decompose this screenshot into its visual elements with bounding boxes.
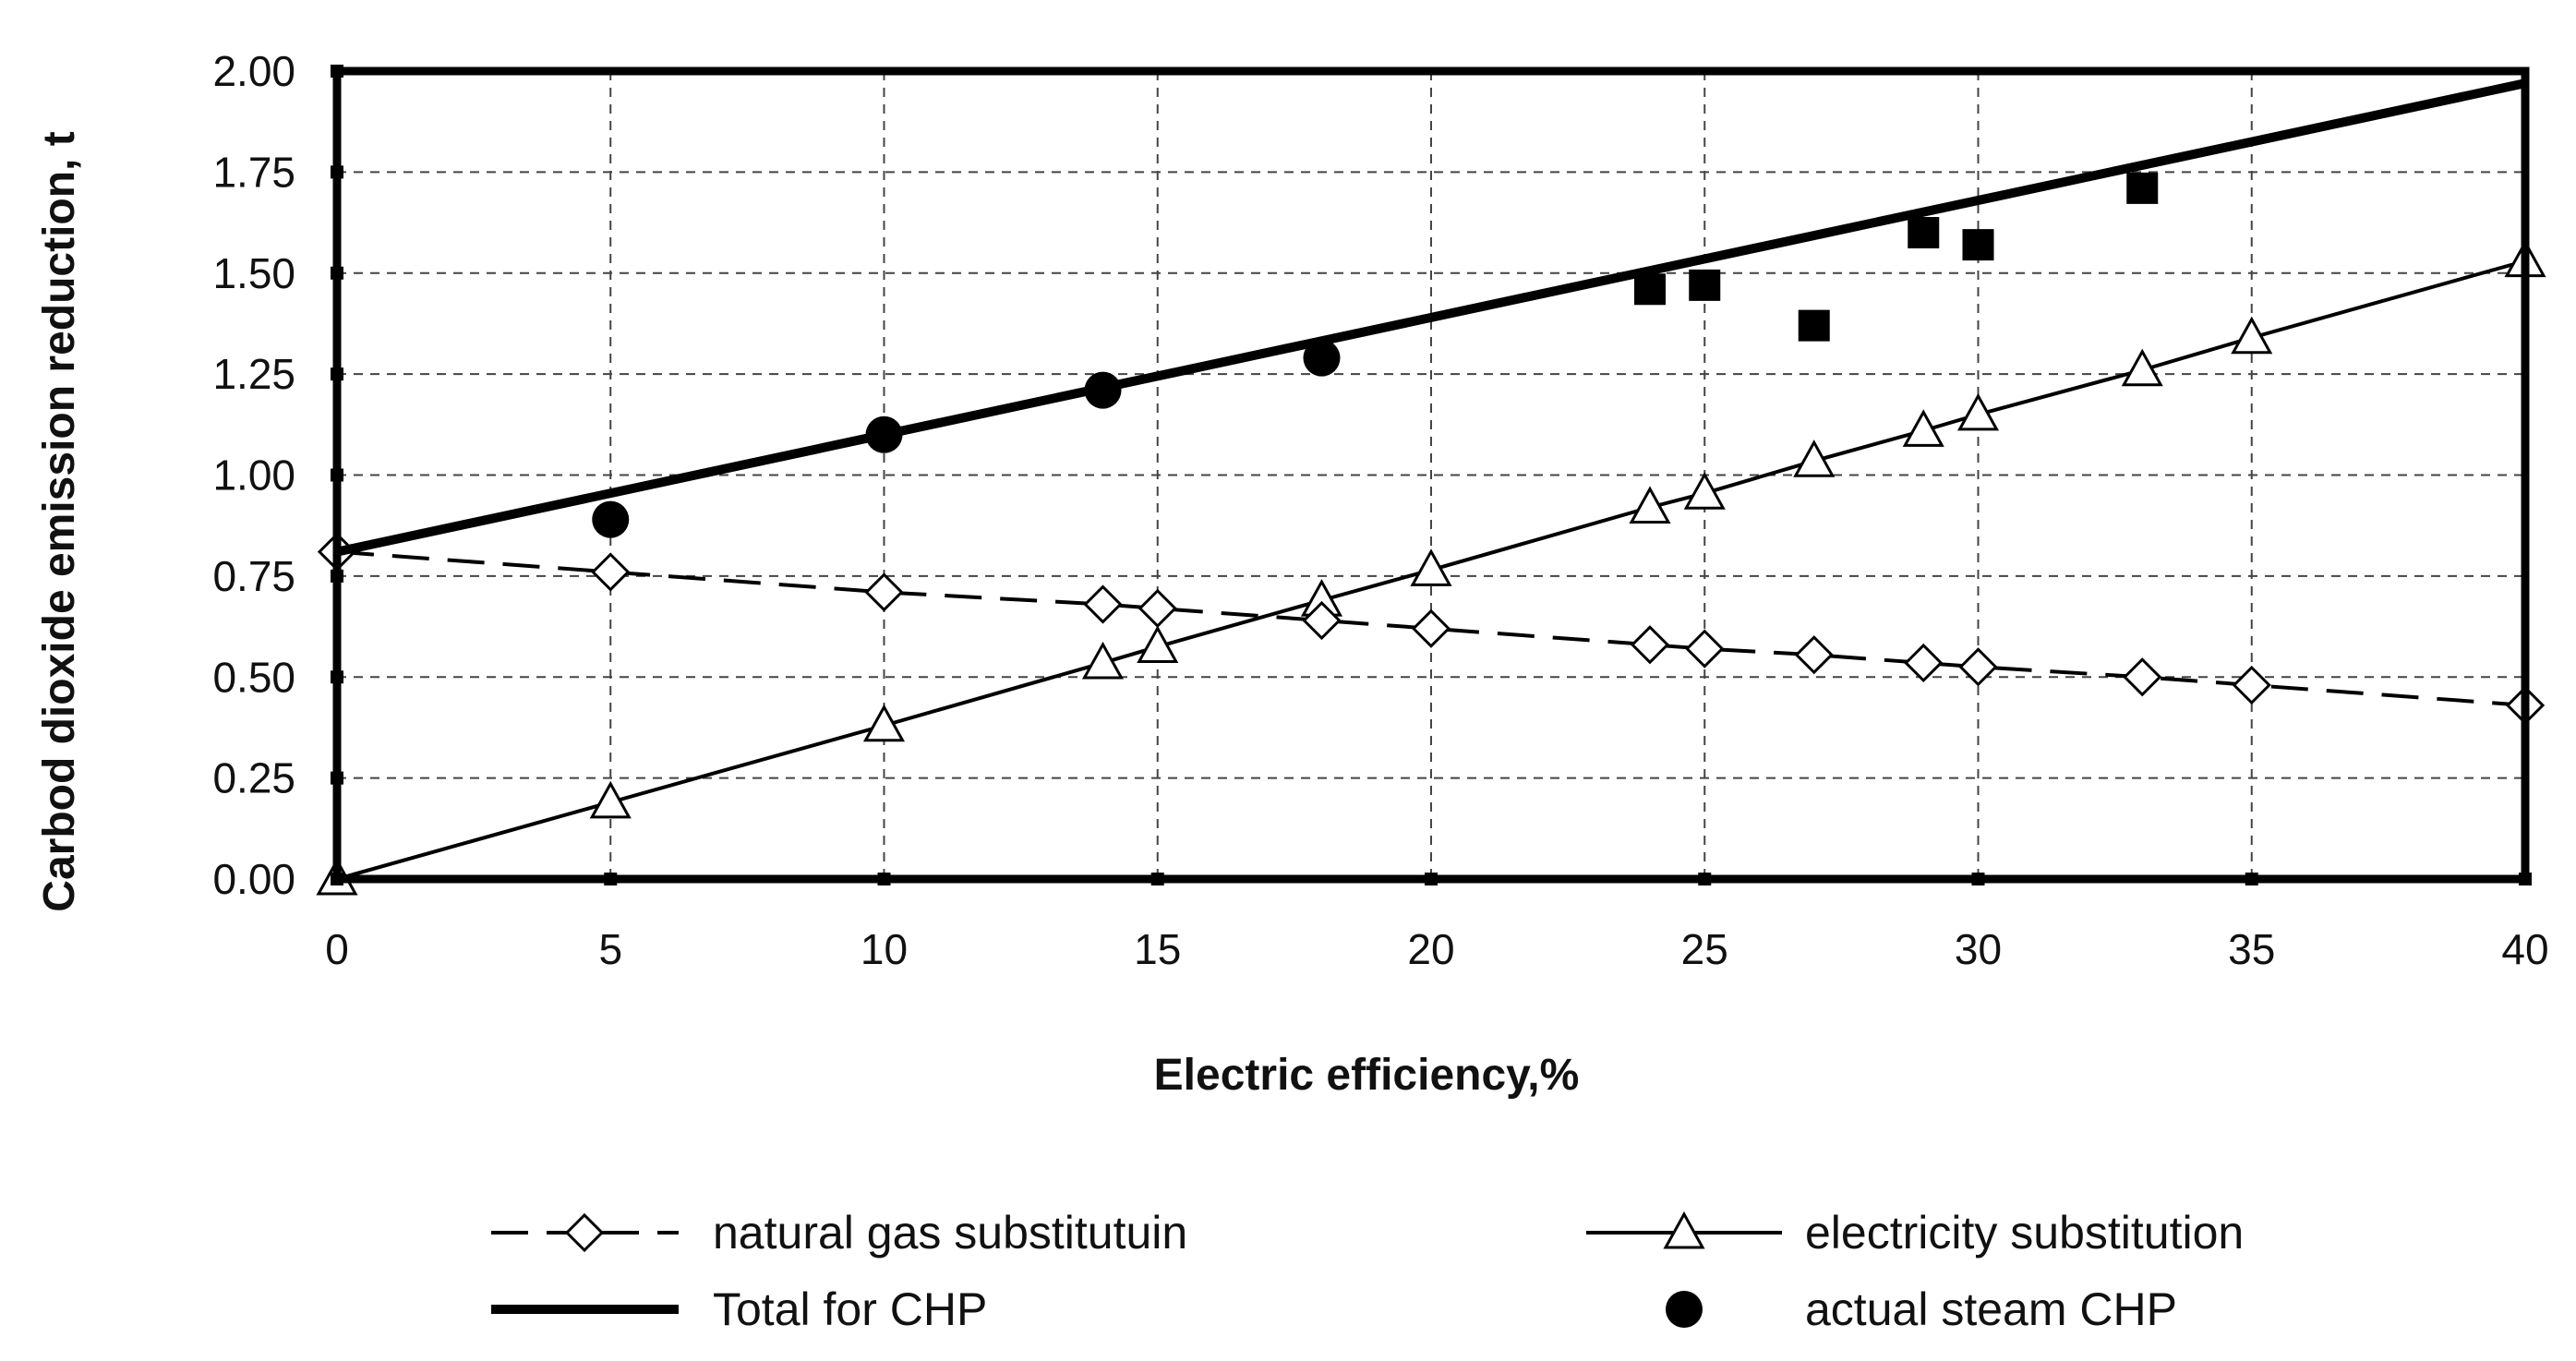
filled-square-point: [1634, 273, 1666, 306]
x-tick-mark: [2519, 873, 2532, 885]
actual-steam-chp-point: [1303, 339, 1341, 377]
series-layer: [316, 78, 2546, 896]
natural-gas-substitution-point: [1083, 584, 1123, 624]
natural-gas-substitution-point: [2123, 657, 2162, 697]
electricity-substitution-point: [1956, 392, 2000, 431]
y-tick-label: 1.25: [212, 350, 295, 398]
y-tick-mark: [331, 670, 343, 684]
x-tick-label: 0: [325, 925, 349, 973]
series-actual-steam-chp: [592, 339, 1341, 538]
y-tick-mark: [331, 266, 343, 280]
series-electricity-substitution: [316, 239, 2546, 896]
y-tick-label: 0.25: [212, 754, 295, 802]
actual-steam-chp-point: [1084, 371, 1122, 409]
legend-label: natural gas substitutuin: [713, 1207, 1187, 1259]
y-tick-label: 0.50: [212, 653, 295, 701]
natural-gas-substitution-point: [1138, 588, 1177, 628]
natural-gas-substitution-point: [1685, 629, 1725, 668]
x-tick-label: 15: [1134, 925, 1181, 973]
y-axis-title: Carbod dioxide emission reduction, t: [35, 131, 84, 911]
legend-label: electricity substitution: [1805, 1207, 2244, 1259]
legend-key-natural-gas-marker: [564, 1212, 605, 1253]
filled-square-point: [1798, 309, 1830, 342]
natural-gas-substitution-point: [1630, 625, 1670, 665]
series-total-for-chp: [335, 78, 2527, 557]
y-tick-mark: [331, 771, 343, 785]
legend: natural gas substitutuin electricity subs…: [491, 1207, 2244, 1335]
tick-layer: 0 5 10 15 20 25 30 35 40 0.00 0.25 0.50 0.75 1.00 1.25…: [212, 47, 2548, 973]
y-tick-label: 1.00: [212, 452, 295, 500]
natural-gas-substitution-point: [1958, 647, 1998, 687]
filled-square-point: [1689, 269, 1721, 301]
legend-key-electricity-marker: [1663, 1210, 1705, 1249]
electricity-substitution-point: [1410, 548, 1452, 586]
y-tick-mark: [331, 468, 343, 482]
legend-key-actual-steam-marker: [1666, 1291, 1703, 1328]
x-tick-mark: [1425, 873, 1438, 885]
x-axis-title: Electric efficiency,%: [1154, 1051, 1580, 1100]
x-tick-label: 25: [1681, 925, 1728, 973]
natural-gas-substitution-point: [1794, 635, 1834, 675]
filled-square-point: [1962, 229, 1994, 261]
electricity-substitution-point: [1081, 641, 1125, 680]
natural-gas-substitution-point: [1302, 600, 1342, 641]
electricity-substitution-point: [1793, 440, 1836, 477]
electricity-substitution-point: [862, 704, 906, 742]
electricity-substitution-point: [1629, 486, 1671, 524]
x-tick-label: 35: [2228, 925, 2275, 973]
x-tick-label: 5: [598, 925, 622, 973]
filled-square-point: [1908, 217, 1940, 248]
x-tick-label: 40: [2501, 925, 2548, 973]
x-tick-mark: [1150, 873, 1164, 885]
y-tick-mark: [331, 873, 343, 885]
x-tick-label: 10: [861, 925, 908, 973]
natural-gas-substitution-point: [1904, 643, 1944, 683]
legend-label: actual steam CHP: [1805, 1283, 2177, 1335]
filled-square-point: [2126, 172, 2159, 204]
y-tick-mark: [331, 165, 343, 179]
electricity-substitution-point: [1683, 472, 1726, 510]
y-tick-label: 1.50: [212, 249, 295, 297]
legend-label: Total for CHP: [713, 1283, 987, 1335]
y-tick-label: 1.75: [212, 148, 295, 196]
y-tick-label: 0.00: [212, 855, 295, 903]
electricity-substitution-point: [2121, 348, 2163, 387]
y-tick-label: 0.75: [212, 552, 295, 600]
y-tick-mark: [331, 569, 343, 583]
natural-gas-substitution-point: [591, 552, 631, 592]
series-filled-squares: [1634, 172, 2159, 342]
electricity-substitution-point: [1902, 409, 1944, 447]
natural-gas-substitution-line: [336, 549, 2526, 707]
y-tick-mark: [331, 367, 343, 381]
natural-gas-substitution-point: [864, 572, 904, 612]
total-for-chp-line: [335, 78, 2527, 557]
x-tick-label: 20: [1407, 925, 1454, 973]
x-tick-mark: [604, 873, 618, 885]
x-tick-mark: [1698, 873, 1712, 885]
x-tick-mark: [877, 873, 891, 885]
electricity-substitution-point: [589, 780, 632, 819]
series-natural-gas-substitution: [317, 532, 2546, 725]
electricity-substitution-point: [1137, 625, 1179, 663]
x-tick-mark: [2245, 873, 2258, 885]
y-tick-mark: [331, 65, 343, 78]
natural-gas-substitution-point: [1411, 608, 1451, 648]
natural-gas-substitution-point: [2232, 665, 2271, 705]
actual-steam-chp-point: [865, 416, 903, 453]
y-tick-label: 2.00: [212, 47, 295, 95]
x-tick-mark: [1971, 873, 1985, 885]
x-tick-label: 30: [1955, 925, 2002, 973]
electricity-substitution-point: [2231, 316, 2273, 355]
grid-layer: [337, 71, 2525, 879]
actual-steam-chp-point: [592, 500, 630, 538]
